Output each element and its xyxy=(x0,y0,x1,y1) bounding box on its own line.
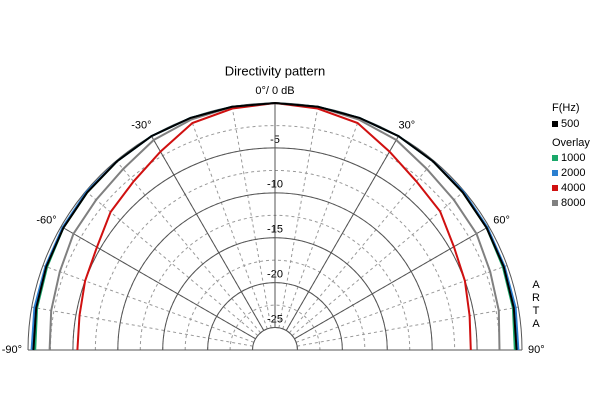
side-label: A xyxy=(532,318,540,330)
legend-swatch xyxy=(552,121,558,127)
minor-spoke xyxy=(85,190,259,336)
theta-tick-label: -60° xyxy=(36,214,56,226)
minor-spoke xyxy=(282,117,360,330)
minor-ring xyxy=(229,304,321,351)
minor-ring xyxy=(94,169,456,351)
legend-swatch xyxy=(552,185,558,191)
series-line xyxy=(32,101,518,351)
grid-spoke xyxy=(285,135,399,331)
legend-label: 500 xyxy=(561,118,579,130)
minor-spoke xyxy=(278,106,319,328)
minor-spoke xyxy=(190,117,268,330)
legend-label: 2000 xyxy=(561,167,585,179)
theta-tick-label: -90° xyxy=(2,344,22,356)
theta-tick-label: 90° xyxy=(528,344,545,356)
theta-tick-label: -30° xyxy=(131,120,151,132)
side-label: R xyxy=(532,292,540,304)
legend-title: F(Hz) xyxy=(552,102,580,114)
theta-tick-label: 30° xyxy=(399,120,416,132)
minor-ring xyxy=(49,125,501,351)
minor-spoke xyxy=(295,265,508,343)
grid-spoke xyxy=(294,226,490,340)
minor-spoke xyxy=(31,306,253,347)
minor-spoke xyxy=(42,265,255,343)
minor-spoke xyxy=(289,160,435,334)
minor-spoke xyxy=(297,306,519,347)
legend-swatch xyxy=(552,170,558,176)
grid-spoke xyxy=(151,135,265,331)
theta-tick-label: 60° xyxy=(493,214,510,226)
grid-spoke xyxy=(60,226,256,340)
legend-label: 4000 xyxy=(561,182,585,194)
legend-swatch xyxy=(552,155,558,161)
minor-spoke xyxy=(291,190,465,336)
chart-title: Directivity pattern xyxy=(225,63,325,78)
legend-label: 8000 xyxy=(561,197,585,209)
minor-spoke xyxy=(115,160,261,334)
minor-spoke xyxy=(231,106,272,328)
legend-swatch xyxy=(552,200,558,206)
legend-title: Overlay xyxy=(552,137,590,149)
side-label: T xyxy=(533,305,540,317)
theta-tick-label: 0°/ 0 dB xyxy=(255,85,294,97)
legend-label: 1000 xyxy=(561,152,585,164)
side-label: A xyxy=(532,279,540,291)
